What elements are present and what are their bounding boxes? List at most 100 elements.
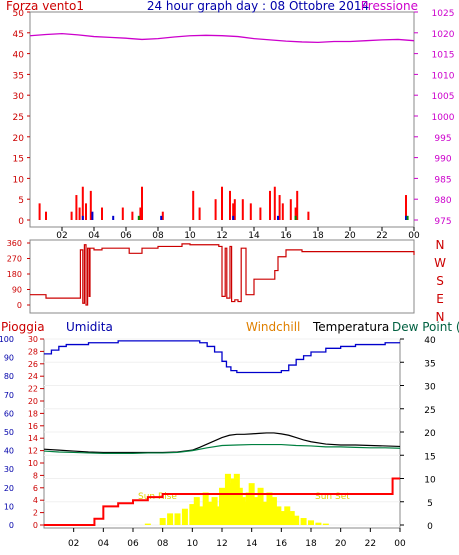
temperature-label: Temperatura: [312, 320, 389, 334]
pressure-tick-label: 1005: [432, 92, 455, 102]
time-tick-label: 12: [216, 539, 227, 549]
humidity-tick-label: 90: [4, 354, 14, 363]
time-tick-label: 00: [394, 539, 406, 549]
time-tick-label: 12: [216, 231, 227, 241]
rain-tick-label: 10: [28, 459, 38, 468]
radiation-bar: [167, 513, 174, 525]
radiation-bar: [262, 501, 269, 525]
radiation-bar: [284, 506, 291, 525]
rain-label: Pioggia: [1, 320, 45, 334]
pressure-tick-label: 1010: [432, 71, 455, 81]
pressure-tick-label: 1020: [432, 30, 455, 40]
time-tick-label: 08: [157, 539, 169, 549]
radiation-bar: [266, 492, 273, 525]
direction-tick-label: 0: [17, 301, 22, 310]
wind-tick-label: 15: [13, 155, 24, 165]
humidity-tick-label: 60: [4, 409, 14, 418]
time-tick-label: 02: [68, 539, 79, 549]
radiation-bar: [322, 523, 329, 525]
rain-tick-label: 28: [28, 347, 38, 356]
pressure-tick-label: 985: [434, 175, 451, 185]
radiation-bar: [248, 483, 255, 525]
humidity-tick-label: 100: [0, 335, 14, 344]
rain-tick-label: 8: [33, 471, 38, 480]
rain-tick-label: 18: [28, 409, 38, 418]
direction-tick-label: 360: [7, 239, 22, 248]
radiation-bar: [308, 520, 314, 525]
temp-tick-label: 35: [424, 359, 435, 369]
compass-letter: S: [436, 274, 444, 288]
humidity-tick-label: 80: [4, 372, 14, 381]
pressure-tick-label: 980: [434, 196, 451, 206]
pressure-tick-label: 995: [434, 134, 451, 144]
rain-tick-label: 4: [33, 496, 38, 505]
rain-tick-label: 2: [33, 509, 38, 518]
time-tick-label: 20: [335, 539, 347, 549]
pressure-label: Pressione: [361, 0, 418, 13]
humidity-tick-label: 20: [4, 484, 14, 493]
radiation-bar: [315, 522, 322, 525]
wind-tick-label: 30: [13, 92, 25, 102]
dewpoint-line: [43, 443, 401, 454]
temp-tick-label: 25: [424, 406, 435, 416]
humidity-tick-label: 0: [9, 521, 14, 530]
wind-tick-label: 50: [13, 9, 25, 19]
temp-tick-label: 15: [424, 452, 435, 462]
time-tick-label: 14: [246, 539, 258, 549]
chart-marks: 0510152025303540455097598098599099510001…: [0, 9, 455, 549]
radiation-bar: [207, 501, 214, 525]
radiation-bar: [159, 518, 166, 525]
pressure-tick-label: 975: [434, 217, 451, 227]
humidity-line: [44, 340, 400, 374]
rain-tick-label: 14: [28, 434, 38, 443]
humidity-tick-label: 30: [4, 465, 14, 474]
rain-tick-label: 24: [28, 372, 38, 381]
temp-tick-label: 5: [427, 499, 433, 509]
pressure-line: [29, 32, 415, 44]
wind-tick-label: 5: [18, 196, 24, 206]
pressure-tick-label: 1025: [432, 9, 455, 19]
wind-tick-label: 0: [18, 217, 24, 227]
rain-tick-label: 22: [28, 385, 38, 394]
compass-letter: N: [436, 238, 445, 252]
windchill-label: Windchill: [246, 320, 300, 334]
rain-tick-label: 30: [28, 335, 38, 344]
pressure-tick-label: 990: [434, 155, 451, 165]
rain-line: [44, 477, 400, 526]
compass-letter: E: [436, 292, 444, 306]
sunset-annotation: Sun Set: [315, 492, 350, 502]
radiation-bar: [144, 523, 151, 525]
rain-tick-label: 20: [28, 397, 38, 406]
direction-tick-label: 180: [7, 270, 22, 279]
humidity-tick-label: 50: [4, 428, 14, 437]
time-tick-label: 22: [376, 231, 387, 241]
pressure-tick-label: 1000: [432, 113, 455, 123]
rain-tick-label: 6: [33, 484, 38, 493]
radiation-bar: [275, 506, 282, 525]
temp-tick-label: 40: [424, 336, 436, 346]
temp-tick-label: 30: [424, 383, 436, 393]
radiation-bar: [300, 518, 307, 525]
time-tick-label: 06: [120, 231, 132, 241]
wind-tick-label: 45: [13, 30, 24, 40]
time-tick-label: 18: [305, 539, 317, 549]
wind-tick-label: 25: [13, 113, 24, 123]
radiation-bar: [193, 497, 200, 525]
direction-line: [30, 243, 415, 306]
time-tick-label: 16: [280, 231, 292, 241]
dewpoint-label: Dew Point (°C: [392, 320, 459, 334]
radiation-bar: [293, 515, 300, 525]
time-tick-label: 10: [187, 539, 199, 549]
radiation-bar: [257, 487, 264, 525]
humidity-tick-label: 70: [4, 391, 14, 400]
temperature-line: [43, 432, 401, 454]
temp-tick-label: 0: [427, 522, 433, 532]
radiation-bar: [181, 508, 188, 525]
graph-title: 24 hour graph day : 08 Ottobre 2014: [147, 0, 369, 13]
radiation-bar: [270, 497, 277, 525]
time-tick-label: 20: [344, 231, 356, 241]
rain-tick-label: 26: [28, 360, 38, 369]
time-tick-label: 10: [184, 231, 196, 241]
